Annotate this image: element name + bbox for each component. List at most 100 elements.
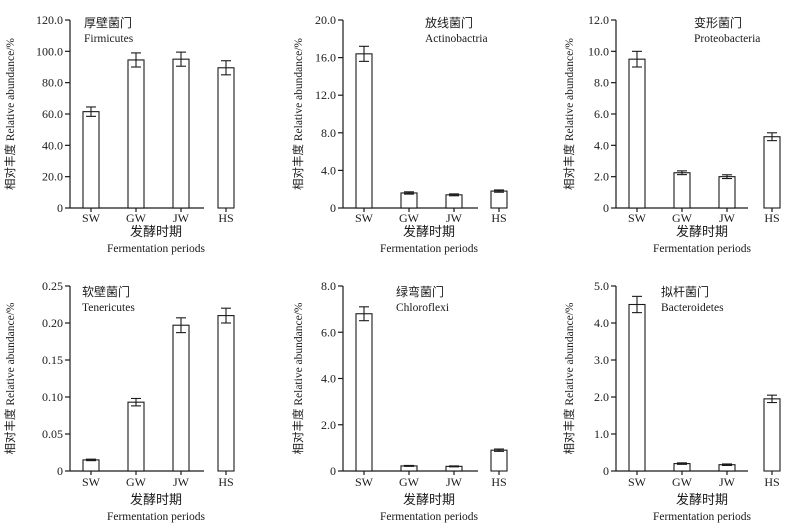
y-tick-label: 2.0: [321, 418, 336, 432]
x-tick-label: JW: [446, 475, 463, 489]
y-tick-label: 16.0: [315, 51, 336, 65]
bar-hs: [490, 190, 508, 209]
bar-sw: [82, 459, 100, 472]
bar-hs: [217, 67, 235, 209]
panel-title: 绿弯菌门: [396, 284, 444, 299]
y-tick-label: 5.0: [594, 279, 609, 293]
bar-hs: [217, 315, 235, 472]
bar-sw: [628, 58, 646, 209]
x-tick-label: SW: [628, 211, 647, 225]
bar-jw: [718, 176, 736, 209]
y-tick-label: 8.0: [594, 76, 609, 90]
x-axis-label-en: Fermentation periods: [380, 511, 479, 523]
panel-subtitle: Tenericutes: [82, 302, 135, 314]
bar-gw: [127, 59, 145, 209]
panel-subtitle: Proteobacteria: [694, 33, 760, 45]
y-tick-label: 40.0: [42, 138, 63, 152]
y-tick-label: 4.0: [594, 138, 609, 152]
bar-jw: [172, 324, 190, 472]
y-tick-label: 100.0: [36, 44, 63, 58]
panel-1: 0 20.0 40.0 60.0 80.0 100.0 120.0 SW GW JW HS 厚壁菌门 F…: [3, 13, 235, 255]
panel-subtitle: Actinobactria: [425, 33, 488, 45]
panel-subtitle: Firmicutes: [84, 33, 134, 45]
x-tick-label: SW: [82, 475, 101, 489]
x-tick-label: HS: [491, 211, 506, 225]
x-axis-label-en: Fermentation periods: [107, 511, 206, 523]
y-axis-label: 相对丰度 Relative abundance/%: [562, 302, 576, 454]
bar-gw: [673, 172, 691, 209]
y-tick-label: 2.0: [594, 390, 609, 404]
y-tick-label: 0.10: [42, 390, 63, 404]
y-tick-label: 0: [603, 201, 609, 215]
x-tick-label: SW: [628, 475, 647, 489]
bar-sw: [355, 53, 373, 209]
bar-sw: [628, 303, 646, 472]
panel-title: 拟杆菌门: [661, 284, 709, 299]
y-tick-label: 3.0: [594, 353, 609, 367]
bar-sw: [82, 111, 100, 209]
panel-4: 0 0.05 0.10 0.15 0.20 0.25 SW GW JW HS 软壁菌门 Teneric…: [3, 279, 235, 523]
x-tick-label: JW: [446, 211, 463, 225]
y-axis-label: 相对丰度 Relative abundance/%: [3, 38, 17, 190]
y-axis-label: 相对丰度 Relative abundance/%: [562, 38, 576, 190]
bar-jw: [445, 194, 463, 209]
y-tick-label: 0.05: [42, 427, 63, 441]
x-tick-label: HS: [491, 475, 506, 489]
panel-title: 厚壁菌门: [84, 15, 132, 30]
x-axis-label: 发酵时期: [403, 492, 455, 507]
y-tick-label: 8.0: [321, 279, 336, 293]
panel-subtitle: Bacteroidetes: [661, 302, 724, 314]
x-tick-label: GW: [672, 475, 693, 489]
x-tick-label: SW: [82, 211, 101, 225]
x-tick-label: HS: [764, 475, 779, 489]
bar-gw: [400, 192, 418, 209]
panel-title: 软壁菌门: [82, 284, 130, 299]
y-tick-label: 6.0: [594, 107, 609, 121]
y-tick-label: 0.20: [42, 316, 63, 330]
x-tick-label: GW: [672, 211, 693, 225]
x-tick-label: JW: [719, 211, 736, 225]
y-axis-label: 相对丰度 Relative abundance/%: [291, 302, 305, 454]
panel-6: 0 1.0 2.0 3.0 4.0 5.0 SW GW JW HS 拟杆菌门 Bacteroidete…: [562, 279, 781, 523]
y-tick-label: 4.0: [321, 372, 336, 386]
x-tick-label: JW: [173, 211, 190, 225]
y-axis-label: 相对丰度 Relative abundance/%: [3, 302, 17, 454]
x-axis-label: 发酵时期: [130, 224, 182, 239]
y-tick-label: 120.0: [36, 13, 63, 27]
x-tick-label: JW: [173, 475, 190, 489]
bar-hs: [490, 449, 508, 472]
x-tick-label: HS: [764, 211, 779, 225]
x-tick-label: GW: [399, 211, 420, 225]
panel-subtitle: Chloroflexi: [396, 302, 449, 314]
x-axis-label-en: Fermentation periods: [107, 243, 206, 255]
panel-5: 0 2.0 4.0 6.0 8.0 SW GW JW HS 绿弯菌门 Chloroflexi 发酵时期…: [291, 279, 508, 523]
panel-3: 0 2.0 4.0 6.0 8.0 10.0 12.0 SW GW JW HS 变形菌门 Proteob…: [562, 13, 781, 255]
x-axis-label-en: Fermentation periods: [380, 243, 479, 255]
x-tick-label: JW: [719, 475, 736, 489]
y-tick-label: 12.0: [588, 13, 609, 27]
panel-title: 放线菌门: [425, 15, 473, 30]
y-tick-label: 6.0: [321, 325, 336, 339]
bar-hs: [763, 136, 781, 209]
x-axis-label: 发酵时期: [676, 492, 728, 507]
x-tick-label: SW: [355, 475, 374, 489]
y-tick-label: 20.0: [42, 170, 63, 184]
y-tick-label: 20.0: [315, 13, 336, 27]
x-tick-label: GW: [126, 475, 147, 489]
x-axis-label-en: Fermentation periods: [653, 243, 752, 255]
bar-jw: [172, 58, 190, 209]
y-tick-label: 0: [330, 464, 336, 478]
x-tick-label: GW: [399, 475, 420, 489]
x-axis-label: 发酵时期: [403, 224, 455, 239]
y-tick-label: 4.0: [594, 316, 609, 330]
x-tick-label: GW: [126, 211, 147, 225]
y-tick-label: 60.0: [42, 107, 63, 121]
bar-hs: [763, 398, 781, 472]
y-tick-label: 0: [57, 464, 63, 478]
y-tick-label: 10.0: [588, 44, 609, 58]
y-tick-label: 1.0: [594, 427, 609, 441]
bar-gw: [127, 401, 145, 472]
y-tick-label: 4.0: [321, 163, 336, 177]
y-tick-label: 0: [330, 201, 336, 215]
x-tick-label: HS: [218, 211, 233, 225]
